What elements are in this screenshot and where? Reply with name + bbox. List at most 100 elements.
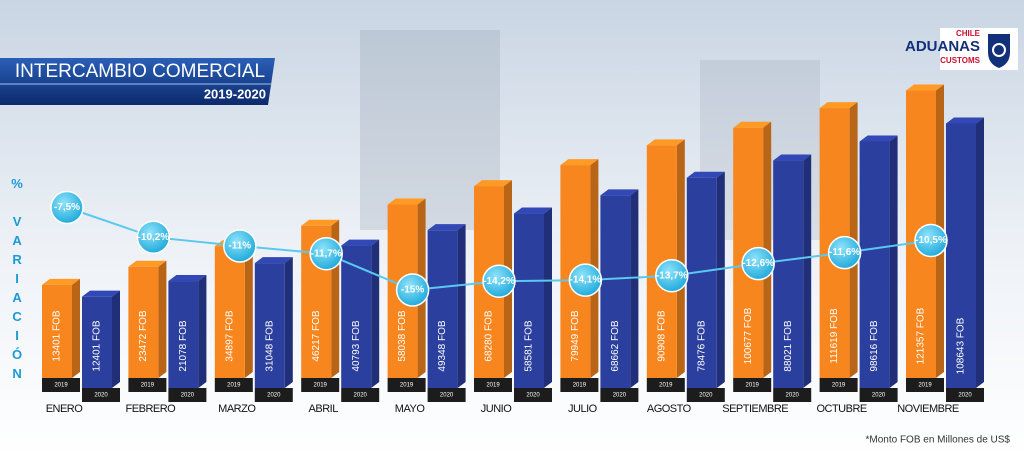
bar [341, 245, 372, 388]
variation-point [309, 236, 343, 271]
variation-point [50, 190, 84, 225]
bar [600, 195, 631, 388]
variation-label: -14,2% [483, 276, 515, 287]
bar-value-label: 121357 FOB [916, 307, 927, 364]
bar-base [733, 378, 772, 392]
bar-value-label: 79949 FOB [570, 310, 581, 361]
chart-subtitle: 2019-2020 [204, 86, 266, 101]
variation-label: -13,7% [656, 270, 688, 281]
x-tick-label: OCTUBRE [816, 403, 866, 415]
bar-value-label: 23472 FOB [138, 310, 149, 361]
x-tick-label: JUNIO [481, 403, 512, 415]
bar [168, 281, 199, 388]
bar-value-label: 68280 FOB [484, 310, 495, 361]
series-label: 2020 [958, 393, 972, 399]
variation-label: -11,7% [311, 248, 342, 259]
variation-point [223, 229, 257, 263]
bar-base [600, 388, 639, 402]
bar-top [906, 84, 944, 91]
variation-point [655, 258, 689, 293]
bar-base [341, 388, 380, 402]
bar-top [168, 275, 207, 282]
series-label: 2019 [659, 383, 673, 389]
series-label: 2019 [573, 383, 587, 389]
bar [82, 296, 112, 388]
title-ribbon [0, 58, 275, 105]
variation-point [741, 246, 775, 281]
series-label: 2020 [786, 393, 800, 399]
series-label: 2019 [227, 383, 241, 389]
bar-base [254, 388, 293, 402]
series-label: 2020 [699, 393, 713, 399]
footnote: *Monto FOB en Millones de US$ [865, 435, 1010, 446]
bar-side [630, 189, 639, 388]
bar-base [474, 378, 512, 392]
logo-emblem [992, 43, 1006, 57]
bar-side [803, 154, 812, 388]
variation-point [395, 273, 430, 307]
x-tick-label: ENERO [46, 403, 84, 415]
bar-top [387, 198, 426, 205]
variation-label: -10,2% [138, 232, 170, 243]
series-label: 2020 [440, 393, 454, 399]
bar-top [733, 121, 772, 128]
series-label: 2020 [613, 393, 627, 399]
bar-base [128, 378, 167, 392]
bar-base [168, 388, 207, 402]
bar-side [716, 171, 725, 388]
bar [946, 123, 976, 388]
y-axis-label: % VARIACIÓN [10, 176, 25, 385]
variation-point [827, 235, 862, 270]
bar-value-label: 68662 FOB [610, 320, 621, 371]
bar [686, 177, 717, 388]
logo-sub: CUSTOMS [940, 56, 981, 65]
bar-value-label: 34897 FOB [224, 310, 235, 361]
bar-value-label: 58581 FOB [524, 320, 535, 371]
series-label: 2020 [872, 393, 886, 399]
bar-side [371, 239, 380, 388]
bar [773, 160, 804, 388]
bar [214, 246, 245, 378]
bar-base [686, 388, 725, 402]
bar-side [544, 207, 552, 388]
variation-label: -11% [228, 241, 251, 252]
bar-value-label: 100677 FOB [743, 307, 754, 364]
series-label: 2019 [918, 383, 932, 389]
bar-top [819, 102, 858, 109]
bar-top [646, 139, 685, 146]
logo-name: ADUANAS [905, 38, 980, 55]
bar-value-label: 46217 FOB [311, 310, 322, 361]
variation-point [568, 263, 603, 297]
bar-value-label: 78476 FOB [696, 320, 707, 371]
x-tick-label: NOVIEMBRE [897, 403, 959, 415]
bar [254, 263, 285, 388]
bar-base [906, 378, 944, 392]
variation-label: -11,6% [829, 247, 860, 258]
series-label: 2019 [141, 383, 155, 389]
x-tick-label: FEBRERO [126, 403, 177, 415]
bar-top [600, 189, 639, 196]
bar-side [457, 224, 466, 388]
bar-value-label: 21078 FOB [178, 320, 189, 371]
bar-top [301, 219, 340, 226]
bar-value-label: 13401 FOB [52, 310, 63, 361]
bar-value-label: 108643 FOB [956, 317, 967, 374]
x-tick-label: SEPTIEMBRE [722, 403, 788, 415]
bar-value-label: 58038 FOB [397, 310, 408, 361]
bar-side [158, 260, 167, 378]
series-label: 2019 [746, 383, 760, 389]
x-tick-label: MAYO [395, 403, 426, 415]
x-tick-label: AGOSTO [647, 403, 692, 415]
x-tick-label: ABRIL [309, 403, 339, 415]
bar [859, 141, 890, 388]
bar-base [560, 378, 599, 392]
bar-side [112, 290, 120, 388]
bar-top [946, 117, 984, 124]
bar-base [387, 378, 426, 392]
bar-top [560, 159, 599, 166]
bar-value-label: 31048 FOB [264, 320, 275, 371]
bar-top [128, 260, 167, 267]
bar-value-label: 88021 FOB [783, 320, 794, 371]
bar [427, 230, 458, 388]
series-label: 2019 [486, 383, 500, 389]
